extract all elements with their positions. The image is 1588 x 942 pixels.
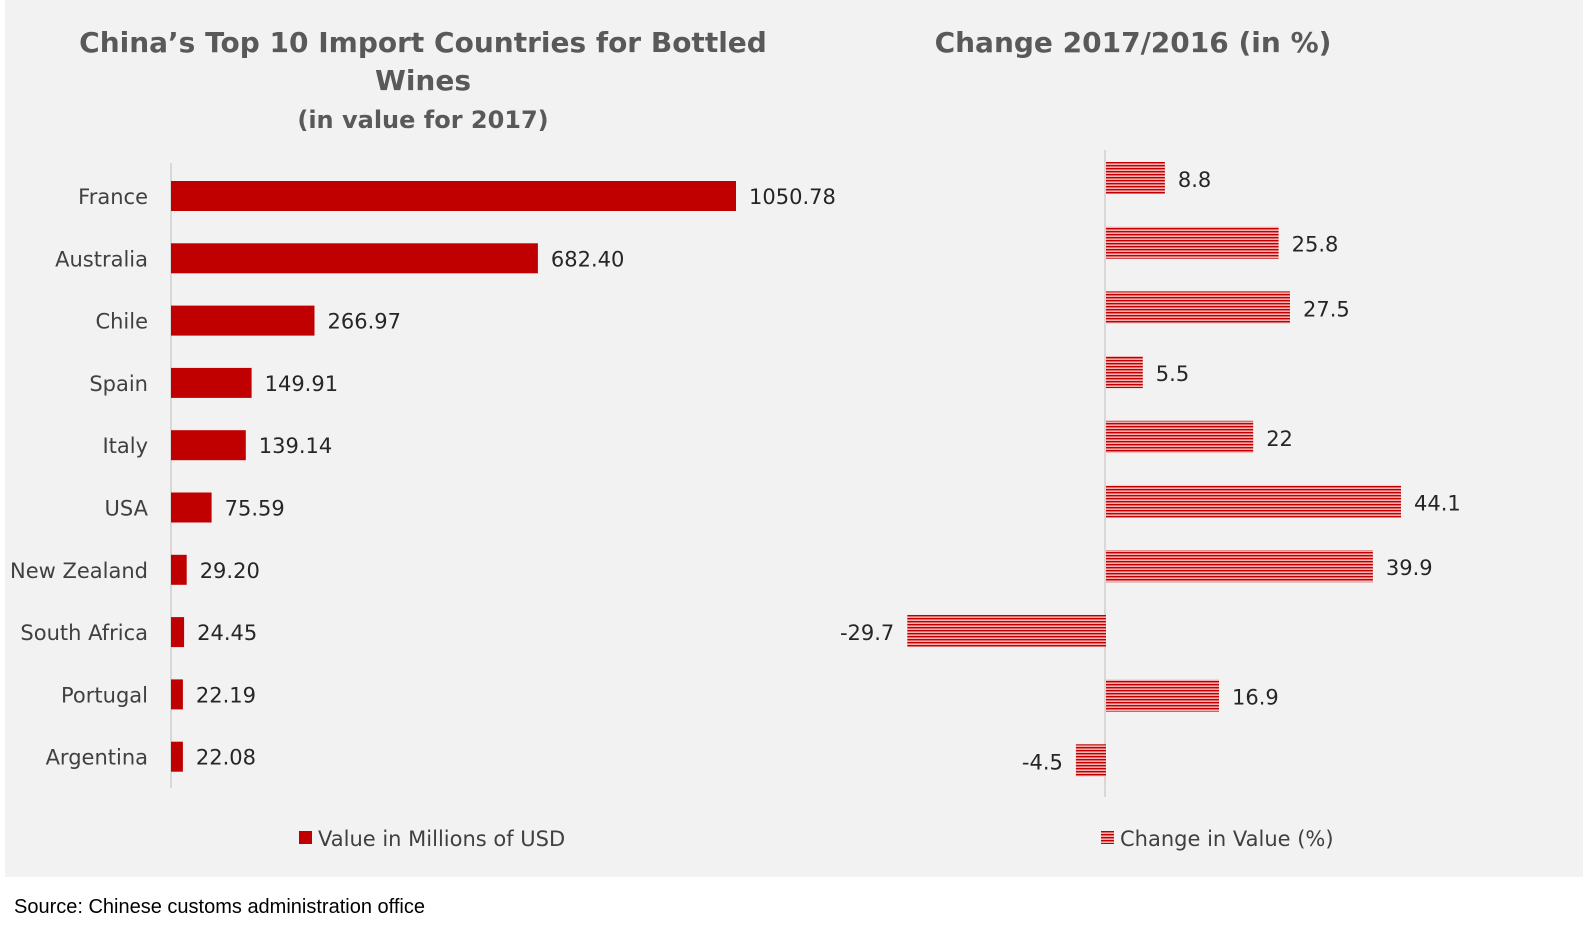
left-chart-subtitle: (in value for 2017) [297, 106, 548, 134]
chart-panel [5, 0, 1583, 877]
left-category-label: USA [105, 497, 149, 521]
left-category-label: Italy [102, 434, 148, 458]
left-data-labels: 1050.78 682.40 266.97 149.91 139.14 75.59 29.2… [196, 185, 836, 770]
left-category-label: France [78, 185, 148, 209]
right-data-label: 22 [1266, 427, 1293, 451]
right-data-label: 27.5 [1303, 297, 1350, 321]
left-data-label: 24.45 [197, 621, 257, 645]
left-bar [171, 741, 183, 772]
right-data-label: 25.8 [1292, 233, 1339, 257]
right-data-label: -29.7 [840, 621, 894, 645]
left-data-label: 75.59 [225, 497, 285, 521]
right-data-label: 16.9 [1232, 686, 1279, 710]
right-data-labels: 8.8 25.8 27.5 5.5 22 44.1 39.9 -29.7 16.9 -4.5 [840, 168, 1461, 774]
left-legend-swatch [299, 831, 312, 844]
right-chart-title: Change 2017/2016 (in %) [935, 26, 1332, 59]
left-bar [171, 554, 187, 585]
left-chart-title: China’s Top 10 Import Countries for Bott… [79, 26, 767, 134]
left-bar [171, 430, 246, 461]
left-category-label: New Zealand [10, 559, 148, 583]
left-category-label: Argentina [46, 746, 148, 770]
left-bar [171, 679, 183, 710]
left-data-label: 22.19 [196, 683, 256, 707]
right-legend-swatch [1101, 831, 1114, 844]
right-bar [1106, 291, 1290, 324]
left-category-label: Australia [55, 247, 148, 271]
left-bar [171, 181, 736, 211]
left-data-label: 149.91 [265, 372, 338, 396]
left-bar [171, 617, 185, 648]
right-bar [1106, 485, 1401, 518]
left-data-label: 266.97 [328, 310, 401, 334]
right-bars [907, 162, 1401, 777]
left-bar [171, 243, 538, 274]
left-data-label: 22.08 [196, 746, 256, 770]
left-data-label: 1050.78 [749, 185, 836, 209]
source-note: Source: Chinese customs administration o… [14, 896, 425, 918]
left-bar [171, 492, 212, 523]
right-data-label: 5.5 [1156, 362, 1189, 386]
right-data-label: 44.1 [1414, 492, 1461, 516]
left-category-label: Portugal [61, 683, 148, 707]
left-chart-title-text: China’s Top 10 Import Countries for Bott… [79, 26, 767, 59]
left-legend: Value in Millions of USD [299, 827, 565, 851]
right-bar [1106, 550, 1373, 583]
right-data-label: 8.8 [1178, 168, 1211, 192]
left-category-label: Chile [95, 310, 148, 334]
right-bar [1106, 679, 1219, 712]
left-category-label: Spain [89, 372, 148, 396]
right-bar [907, 614, 1106, 647]
right-bar [1106, 162, 1165, 194]
left-data-label: 29.20 [200, 559, 260, 583]
right-legend: Change in Value (%) [1101, 827, 1334, 851]
left-category-label: South Africa [20, 621, 148, 645]
right-bar [1106, 420, 1254, 453]
right-bar [1075, 744, 1106, 777]
left-bars [171, 181, 736, 772]
right-legend-label: Change in Value (%) [1120, 827, 1334, 851]
left-bar [171, 305, 315, 336]
chart-canvas: China’s Top 10 Import Countries for Bott… [10, 26, 1461, 851]
left-bar [171, 367, 252, 398]
left-data-label: 139.14 [259, 434, 332, 458]
left-category-labels: France Australia Chile Spain Italy USA New Zea… [10, 185, 149, 770]
left-chart-title-text-line2: Wines [375, 64, 471, 97]
right-bar [1106, 226, 1279, 259]
left-data-label: 682.40 [551, 247, 624, 271]
left-legend-label: Value in Millions of USD [318, 827, 565, 851]
right-bar [1106, 356, 1143, 389]
right-data-label: 39.9 [1386, 556, 1433, 580]
right-data-label: -4.5 [1022, 750, 1063, 774]
